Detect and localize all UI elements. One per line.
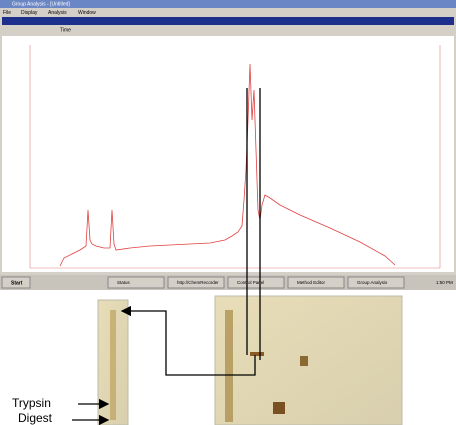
task-button[interactable] [107, 276, 165, 289]
time-label: Time [60, 27, 71, 33]
subtitle-bar [2, 17, 454, 25]
gel-lane [110, 310, 116, 420]
menu-item[interactable]: File [3, 10, 11, 16]
gel-label: Trypsin [12, 396, 51, 410]
menu-item[interactable]: Display [21, 10, 38, 16]
title-bar [0, 0, 456, 8]
gel-band [250, 352, 264, 356]
start-button[interactable] [1, 276, 31, 289]
task-button[interactable] [347, 276, 405, 289]
gel-lane [225, 310, 233, 422]
gel-band [300, 356, 308, 366]
task-label: Status [117, 280, 131, 285]
window-title: Group Analysis - [Untitled] [12, 1, 70, 7]
menu-bar: File Display Analysis Window [3, 10, 96, 16]
gel-label: Digest [18, 411, 53, 425]
task-button[interactable] [167, 276, 225, 289]
task-button[interactable] [227, 276, 285, 289]
task-label: Group Analysis [357, 280, 388, 285]
task-label: Control Panel [237, 280, 264, 285]
large-gel [214, 295, 403, 425]
gel-band [273, 402, 285, 414]
chromatogram-trace [59, 63, 396, 267]
menu-item[interactable]: Window [78, 10, 96, 16]
plot-area [2, 36, 454, 272]
menu-item[interactable]: Analysis [48, 10, 67, 16]
task-button[interactable] [287, 276, 345, 289]
connectors [72, 88, 261, 425]
taskbar-items: Start Status http://ChemRecorder Control Pa… [1, 276, 453, 289]
start-label: Start [11, 280, 23, 286]
task-label: Method Editor [297, 280, 326, 285]
task-label: http://ChemRecorder [177, 280, 219, 285]
clock: 1:50 PM [436, 280, 453, 285]
